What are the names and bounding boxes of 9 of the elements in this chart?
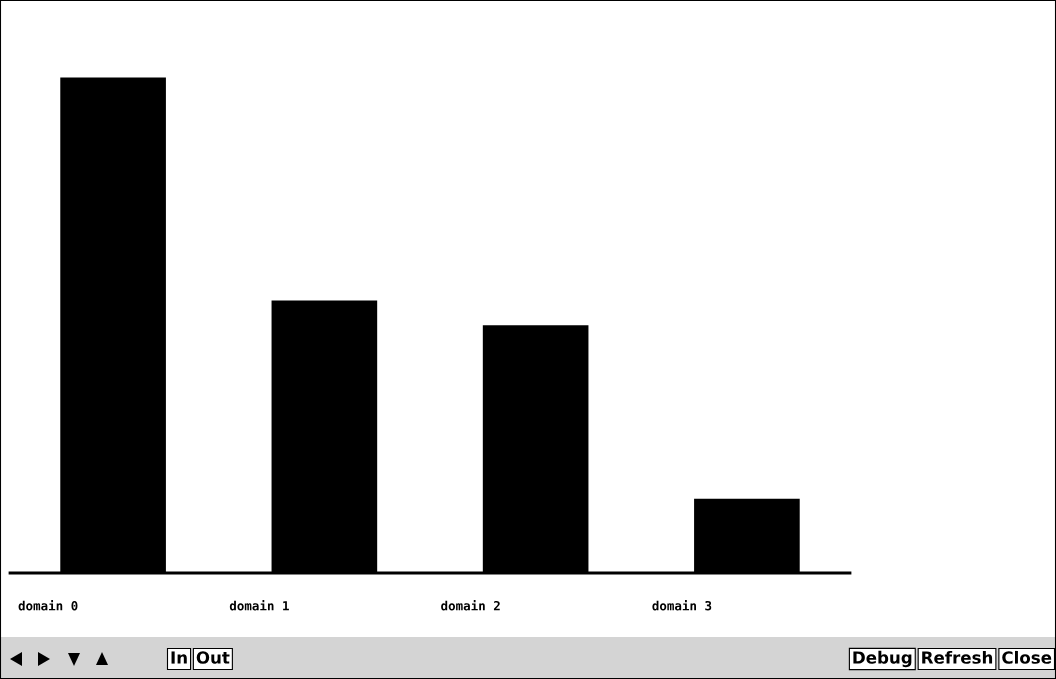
- x-tick-label: domain 0: [18, 600, 78, 611]
- text: In: [171, 651, 187, 664]
- x-tick-label: domain 1: [229, 600, 289, 611]
- text: Debug: [853, 650, 912, 668]
- text: Out: [196, 651, 230, 664]
- text: Refresh: [922, 650, 993, 664]
- text: Close: [1002, 650, 1052, 664]
- x-tick-label: domain 2: [441, 600, 500, 611]
- x-tick-label: domain 3: [652, 600, 712, 611]
